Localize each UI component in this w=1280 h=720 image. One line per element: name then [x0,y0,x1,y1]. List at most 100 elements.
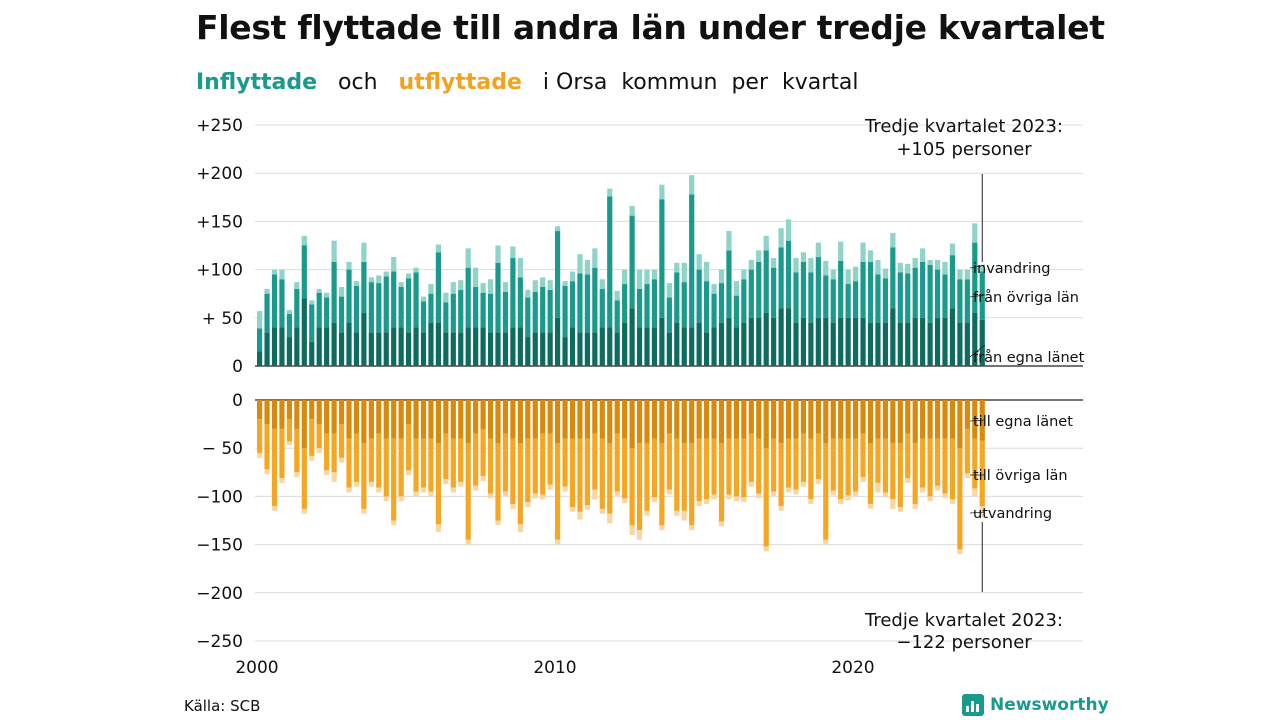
bar-in-abroad [495,245,501,263]
bar-in-own [368,332,374,366]
bar-out-abroad [301,508,307,514]
bar-out-own [748,400,754,434]
bar-out-abroad [748,481,754,487]
bar-out-abroad [897,507,903,512]
bar-out-own [763,400,769,449]
bar-out-own [532,400,538,439]
bar-in-other [502,291,509,333]
bar-in-abroad [860,242,866,262]
bar-out-own [845,400,851,439]
series-label-leader [969,294,985,298]
bar-in-other [674,272,680,323]
x-tick-label: 2020 [831,658,874,678]
bar-out-abroad [659,525,665,531]
bar-in-own [361,312,367,366]
bar-out-other [689,443,695,526]
bar-in-own [271,327,278,366]
bar-in-other [271,274,278,328]
bar-in-own [934,317,941,366]
bar-out-own [495,400,501,444]
bar-in-own [666,332,672,366]
bar-out-abroad [517,524,523,533]
bar-in-own [674,322,680,366]
bar-in-abroad [651,269,658,280]
bar-in-own [815,317,821,366]
bar-out-other [443,433,449,480]
series-label-in-other: från övriga län [973,289,1079,306]
bar-in-other [294,288,300,328]
bar-in-other [592,267,598,333]
bar-in-other [614,300,620,333]
bar-in-own [972,312,978,366]
bar-in-abroad [346,261,352,270]
bar-in-abroad [279,269,285,280]
bar-in-own [398,327,404,366]
bar-in-abroad [353,281,360,286]
x-axis-labels: 2000 2010 2020 [235,658,874,678]
bar-out-other [763,448,769,547]
bar-in-other [480,292,486,328]
subtitle-outflow: utflyttade [398,70,522,95]
bar-in-abroad [428,284,434,294]
bar-in-abroad [301,235,307,246]
bar-out-other [301,448,307,509]
bar-out-other [800,433,807,482]
bar-in-own [257,351,263,366]
bar-in-other [808,272,814,323]
bar-in-own [860,317,866,366]
bar-in-own [726,317,732,366]
bar-out-abroad [875,482,881,493]
bar-out-abroad [316,448,322,454]
bar-in-own [569,327,576,366]
bar-in-other [882,278,888,323]
bar-in-other [569,281,576,328]
bar-in-abroad [756,250,762,262]
bar-out-other [756,438,762,494]
bar-in-abroad [845,269,851,285]
bar-out-abroad [934,485,941,491]
bar-in-abroad [487,279,494,294]
bar-out-abroad [286,441,292,446]
bar-out-abroad [949,499,956,505]
bar-out-abroad [689,525,695,531]
bar-out-abroad [532,493,538,499]
bar-out-other [376,433,382,488]
bar-in-other [934,269,941,318]
bar-in-own [838,317,844,366]
subtitle-and: och [338,70,378,95]
bar-out-own [718,400,725,444]
bar-out-own [629,400,635,449]
bar-out-other [346,438,352,488]
bar-out-own [689,400,695,444]
bar-out-own [473,400,479,434]
bar-in-own [629,308,635,366]
bar-out-other [562,438,568,487]
bar-in-own [964,322,970,366]
bar-out-other [741,438,747,498]
bar-out-other [674,438,680,511]
bar-in-abroad [368,277,374,283]
bar-in-abroad [473,267,479,287]
bar-out-abroad [867,504,874,509]
bar-out-other [793,438,799,490]
bar-in-own [428,322,434,366]
bar-out-own [838,400,844,439]
bar-in-other [584,274,590,333]
bar-in-other [897,272,903,323]
bar-out-own [651,400,658,439]
series-label-out-own: till egna länet [973,414,1073,430]
bar-in-other [353,285,360,333]
page-title: Flest flyttade till andra län under tred… [196,8,1105,47]
annotation-bottom-line2: −122 personer [896,632,1032,653]
annotation-top-line1: Tredje kvartalet 2023: [864,116,1063,137]
bar-in-abroad [257,311,263,329]
bar-out-abroad [912,504,918,509]
bar-in-other [815,257,821,318]
source-note: Källa: SCB [184,697,261,715]
bar-out-own [406,400,412,425]
bar-in-abroad [853,266,859,282]
bar-out-abroad [510,504,516,509]
bar-out-own [934,400,941,439]
bar-in-abroad [413,267,419,273]
bar-in-abroad [666,283,672,298]
